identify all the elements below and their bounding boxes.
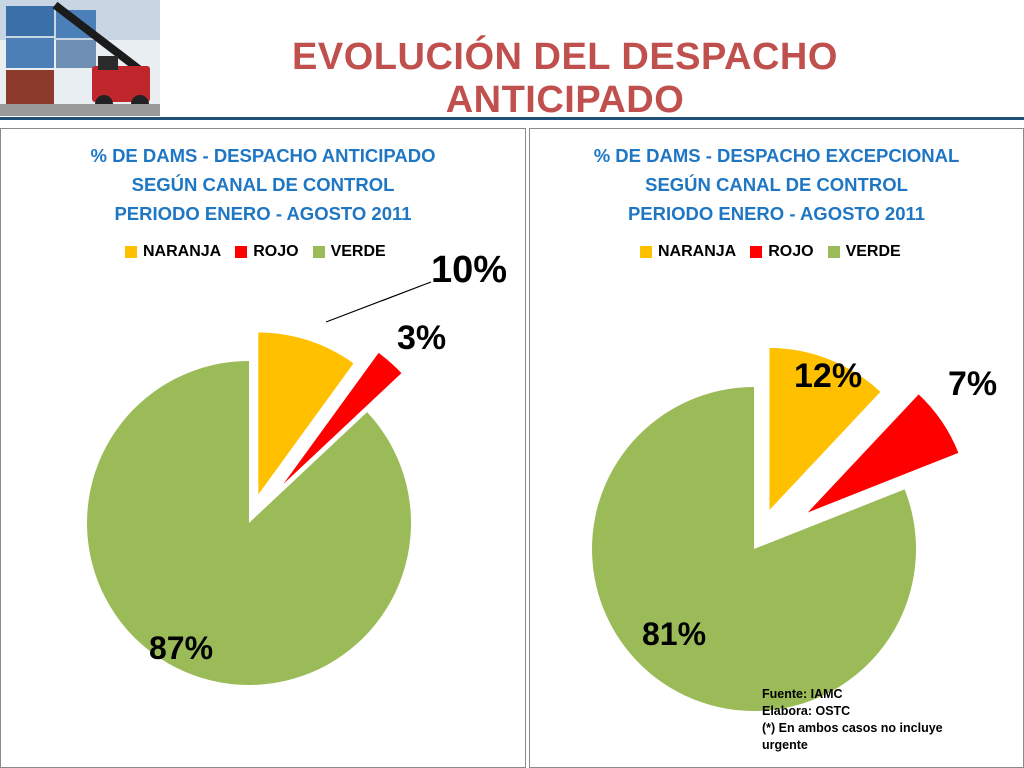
data-label-verde: 81% bbox=[642, 616, 706, 652]
source-note-line: urgente bbox=[762, 738, 808, 752]
pie-chart-excepcional: 12% 7% 81% bbox=[592, 347, 997, 711]
source-note-line: Elabora: OSTC bbox=[762, 704, 851, 718]
leader-line bbox=[325, 281, 432, 323]
pie-slice-rojo bbox=[807, 394, 959, 513]
chart-panel-excepcional: % DE DAMS - DESPACHO EXCEPCIONAL SEGÚN C… bbox=[529, 128, 1024, 768]
source-note: Fuente: IAMC Elabora: OSTC (*) En ambos … bbox=[762, 686, 1002, 754]
legend-item-naranja: NARANJA bbox=[125, 243, 221, 261]
legend-swatch bbox=[312, 246, 325, 258]
legend-swatch bbox=[827, 246, 840, 258]
legend-label: ROJO bbox=[253, 243, 299, 260]
data-label-rojo: 7% bbox=[948, 365, 997, 403]
legend-swatch bbox=[235, 246, 248, 258]
header-divider bbox=[0, 117, 1024, 120]
pie-slice-verde bbox=[592, 387, 916, 711]
legend-label: NARANJA bbox=[143, 243, 222, 260]
source-note-line: Fuente: IAMC bbox=[762, 687, 843, 701]
pie-chart-anticipado: 10% 3% 87% bbox=[86, 249, 507, 686]
pie-slice-verde bbox=[86, 361, 411, 686]
legend-label: VERDE bbox=[845, 243, 901, 260]
chart-title-excepcional: % DE DAMS - DESPACHO EXCEPCIONAL SEGÚN C… bbox=[530, 141, 1023, 228]
container-crane-logo bbox=[0, 0, 160, 116]
legend-item-verde: VERDE bbox=[312, 243, 386, 261]
legend-item-verde: VERDE bbox=[827, 243, 901, 261]
data-label-naranja: 10% bbox=[431, 249, 507, 291]
legend-item-rojo: ROJO bbox=[750, 243, 814, 261]
source-note-line: (*) En ambos casos no incluye bbox=[762, 721, 943, 735]
legend-item-rojo: ROJO bbox=[235, 243, 299, 261]
data-label-naranja: 12% bbox=[794, 357, 862, 395]
data-label-verde: 87% bbox=[149, 630, 213, 666]
data-label-rojo: 3% bbox=[397, 319, 446, 357]
pie-slice-rojo bbox=[283, 352, 402, 484]
chart-legend: NARANJA ROJO VERDE bbox=[125, 243, 400, 261]
chart-panel-anticipado: % DE DAMS - DESPACHO ANTICIPADO SEGÚN CA… bbox=[0, 128, 526, 768]
pie-slice-naranja bbox=[769, 347, 881, 510]
legend-label: VERDE bbox=[330, 243, 386, 260]
chart-title-line: PERIODO ENERO - AGOSTO 2011 bbox=[114, 203, 412, 224]
legend-swatch bbox=[125, 246, 137, 258]
legend-swatch bbox=[750, 246, 763, 258]
chart-legend: NARANJA ROJO VERDE bbox=[640, 243, 915, 261]
chart-title-line: % DE DAMS - DESPACHO ANTICIPADO bbox=[90, 145, 436, 166]
chart-title-line: % DE DAMS - DESPACHO EXCEPCIONAL bbox=[593, 145, 960, 166]
legend-label: NARANJA bbox=[658, 243, 737, 260]
chart-title-line: PERIODO ENERO - AGOSTO 2011 bbox=[627, 203, 926, 224]
chart-title-line: SEGÚN CANAL DE CONTROL bbox=[645, 174, 908, 195]
legend-label: ROJO bbox=[768, 243, 814, 260]
header: EVOLUCIÓN DEL DESPACHO ANTICIPADO bbox=[0, 0, 1024, 121]
legend-item-naranja: NARANJA bbox=[640, 243, 736, 261]
chart-title-anticipado: % DE DAMS - DESPACHO ANTICIPADO SEGÚN CA… bbox=[1, 141, 525, 228]
pie-slice-naranja bbox=[258, 332, 354, 495]
chart-title-line: SEGÚN CANAL DE CONTROL bbox=[131, 174, 395, 195]
page-title: EVOLUCIÓN DEL DESPACHO ANTICIPADO bbox=[292, 36, 838, 121]
legend-swatch bbox=[640, 246, 652, 258]
